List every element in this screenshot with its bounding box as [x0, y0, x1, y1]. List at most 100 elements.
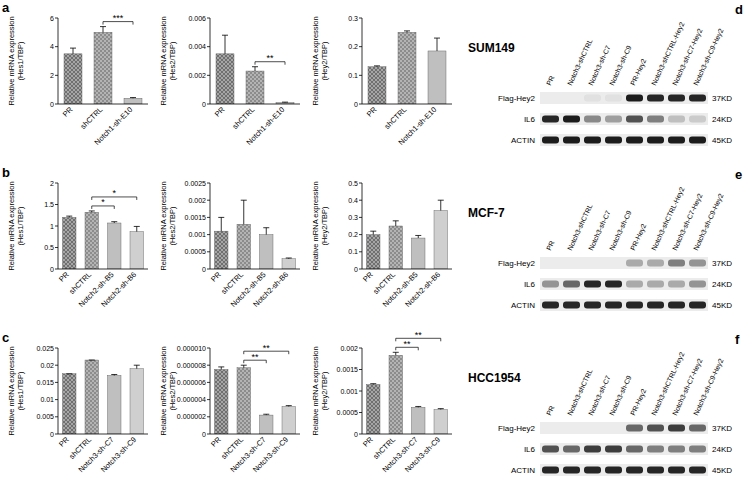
y-tick: [359, 46, 362, 47]
y-tick-label: 0.015: [36, 379, 54, 386]
error-bar: [404, 31, 410, 32]
bar: [108, 376, 122, 434]
band: [605, 302, 622, 309]
bar: [237, 368, 251, 434]
blot-strip: [540, 113, 708, 125]
cell-line: HCC1954: [468, 371, 521, 385]
y-tick-label: 0.5: [348, 180, 358, 187]
band: [626, 425, 643, 432]
band: [563, 95, 580, 102]
y-tick: [207, 416, 210, 417]
band: [605, 425, 622, 432]
band: [626, 467, 643, 474]
error-bar: [111, 222, 117, 223]
western-blot: dSUM149PRNotch3-shCTRLNotch3-sh-C7Notch3…: [468, 2, 743, 146]
error-bar: [286, 405, 292, 407]
bar-chart: 0246Relative mRNA expression(Hes1/TBP)PR…: [7, 13, 148, 147]
band: [668, 425, 685, 432]
y-tick: [359, 234, 362, 235]
x-tick-label: PR: [57, 270, 71, 284]
y-axis: [58, 183, 59, 269]
y-axis-label-line: Relative mRNA expression: [7, 16, 16, 105]
bar-chart: 00.0000020.0000040.0000060.0000080.00001…: [159, 343, 300, 474]
band: [668, 302, 685, 309]
lane-label: Notch3-sh-C9: [608, 374, 633, 416]
band: [542, 425, 559, 432]
band: [584, 281, 601, 288]
y-axis-label-line: (Hes1/TBP): [16, 41, 25, 81]
row-label: Flag-Hey2: [498, 94, 535, 103]
y-axis: [210, 18, 211, 104]
band: [668, 95, 685, 102]
band: [584, 95, 601, 102]
y-axis: [362, 18, 363, 104]
band: [668, 116, 685, 123]
y-tick-label: 0.002: [188, 197, 206, 204]
significance-label: **: [263, 343, 271, 353]
band: [668, 281, 685, 288]
y-axis-label-line: (Hes1/TBP): [16, 371, 25, 411]
y-tick-label: 0.0005: [185, 248, 207, 255]
band: [647, 95, 664, 102]
y-tick-label: 0.1: [348, 72, 358, 79]
error-bar: [393, 352, 399, 355]
y-tick-label: 0.001: [340, 388, 358, 395]
y-tick-label: 0.000010: [177, 345, 206, 352]
band: [647, 116, 664, 123]
y-axis-label-line: (Hey2/TBP): [320, 41, 329, 81]
bars: [367, 200, 448, 269]
y-tick: [207, 217, 210, 218]
y-tick-label: 0.002: [188, 72, 206, 79]
band: [626, 95, 643, 102]
y-tick-label: 0: [202, 431, 206, 438]
band: [542, 467, 559, 474]
y-tick: [207, 434, 210, 435]
y-axis-label-line: (Hey2/TBP): [320, 371, 329, 411]
y-tick: [55, 226, 58, 227]
bar: [398, 32, 416, 104]
y-tick-label: 0.0025: [185, 180, 207, 187]
band: [689, 467, 706, 474]
y-axis-label: Relative mRNA expression(Hes2/TBP): [159, 16, 177, 105]
error-bar: [134, 365, 140, 368]
size-label: 24KD: [712, 280, 732, 289]
x-tick-label: shCTRL: [383, 105, 409, 131]
band: [563, 281, 580, 288]
blot-strip: [540, 443, 708, 455]
band: [647, 446, 664, 453]
lane-label: Notch3-sh-C9: [608, 209, 633, 251]
bars: [367, 352, 448, 434]
error-bar: [89, 211, 95, 212]
x-tick-label: PR: [213, 105, 227, 119]
bars: [215, 200, 296, 269]
band: [563, 425, 580, 432]
y-tick: [207, 269, 210, 270]
y-axis: [362, 348, 363, 434]
error-bar: [218, 367, 224, 370]
band: [689, 425, 706, 432]
band: [542, 446, 559, 453]
y-axis-label-line: Relative mRNA expression: [311, 16, 320, 105]
lane-label: Notch3-sh-C7: [587, 374, 612, 416]
lane-label: PR: [545, 405, 555, 417]
band: [626, 260, 643, 267]
y-tick: [207, 382, 210, 383]
y-tick: [55, 104, 58, 105]
bar: [64, 54, 82, 104]
row-label: ACTIN: [511, 301, 535, 310]
bar: [215, 370, 229, 435]
panel-label: a: [2, 0, 10, 15]
y-tick-label: 0.006: [188, 15, 206, 22]
y-tick: [359, 412, 362, 413]
bar: [94, 32, 112, 104]
band: [542, 302, 559, 309]
bar: [216, 54, 234, 104]
bar: [412, 238, 426, 269]
band: [542, 260, 559, 267]
x-axis: [58, 434, 148, 435]
error-bar: [70, 48, 76, 54]
y-tick: [359, 369, 362, 370]
y-axis-label-line: (Hey2/TBP): [320, 206, 329, 246]
band: [563, 116, 580, 123]
blot-strip: [540, 134, 708, 146]
